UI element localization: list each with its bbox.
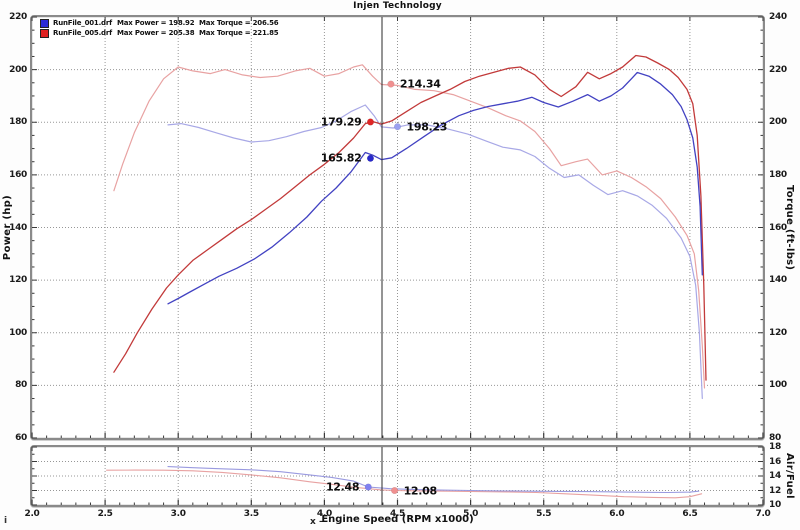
curve-af_005 [106, 469, 703, 499]
curve-af_001 [167, 466, 700, 494]
power-axis-tick-label: 140 [9, 222, 27, 233]
marker-dot [387, 80, 395, 88]
legend: RunFile_001.drf Max Power = 198.92 Max Tor… [40, 18, 279, 38]
x-axis-tick-label: 4.0 [316, 509, 332, 519]
af-axis-tick-label: 14 [769, 471, 781, 481]
power-axis-tick-label: 180 [9, 117, 27, 128]
af-axis-tick-label: 10 [769, 500, 781, 510]
torque-axis-tick-label: 140 [769, 275, 787, 286]
curve-torque_005 [113, 64, 706, 389]
power-axis-tick-label: 60 [15, 433, 27, 443]
curve-power_001 [167, 71, 703, 305]
curve-power_005 [113, 54, 707, 381]
torque-axis-tick-label: 220 [769, 64, 787, 75]
af-axis-tick-label: 12 [769, 485, 781, 496]
x-axis-tick-label: 5.0 [463, 509, 479, 519]
legend-max-power: Max Power = 198.92 [117, 19, 195, 27]
x-axis-tick-label: 2.5 [97, 509, 113, 519]
x-axis-tick-label: 6.5 [682, 509, 698, 519]
readout-label: 179.29 [320, 115, 362, 129]
page-title: Injen Technology [353, 1, 442, 11]
af-axis-tick-label: 18 [769, 442, 781, 452]
marker-dot [366, 154, 375, 162]
readout-label: 214.34 [399, 77, 441, 91]
readout-label: 12.48 [325, 480, 360, 494]
x-axis-tick-label: 3.5 [243, 509, 259, 519]
legend-run-name: RunFile_001.drf [53, 19, 112, 27]
power-axis-tick-label: 160 [9, 169, 27, 180]
legend-color-swatch [40, 28, 49, 38]
legend-run-name: RunFile_005.drf [53, 29, 112, 37]
torque-axis-tick-label: 240 [769, 12, 787, 22]
legend-max-power: Max Power = 205.38 [117, 29, 195, 37]
readout-label: 198.23 [406, 120, 448, 134]
power-axis-tick-label: 120 [9, 275, 27, 286]
readout-label: 12.08 [403, 484, 438, 497]
legend-max-torque: Max Torque = 221.85 [199, 29, 279, 37]
power-axis-tick-label: 220 [9, 12, 27, 22]
torque-axis-tick-label: 120 [769, 327, 787, 338]
x-axis-tick-label: 6.0 [609, 509, 625, 519]
x-axis-tick-label: 4.5 [389, 509, 406, 519]
main-plot-svg [31, 16, 764, 439]
torque-axis-tick-label: 200 [769, 117, 787, 128]
legend-row: RunFile_001.drf Max Power = 198.92 Max Tor… [40, 18, 279, 28]
marker-dot [393, 123, 402, 131]
torque-axis-tick-label: 80 [769, 433, 781, 443]
x-axis-tick-label: 7.0 [755, 509, 771, 519]
marker-dot [391, 486, 399, 495]
legend-row: RunFile_005.drf Max Power = 205.38 Max Tor… [40, 28, 279, 38]
readout-label: 165.82 [320, 151, 362, 165]
x-axis-tick-label: 2.0 [24, 509, 40, 519]
marker-dot [364, 483, 372, 491]
torque-axis-tick-label: 180 [769, 169, 787, 180]
info-glyph: i [4, 516, 8, 526]
x-axis-title: Engine Speed (RPM x1000) [321, 514, 474, 525]
legend-max-torque: Max Torque = 206.56 [199, 19, 279, 27]
x-axis-tick-label: 3.0 [170, 509, 186, 519]
af-axis-tick-label: 16 [769, 456, 781, 467]
power-axis-tick-label: 80 [15, 380, 27, 391]
torque-axis-tick-label: 100 [769, 380, 787, 391]
torque-axis-title: Torque (ft-lbs) [784, 184, 795, 271]
torque-axis-tick-label: 160 [769, 222, 787, 233]
af-plot-svg [31, 446, 764, 506]
legend-color-swatch [40, 18, 49, 28]
power-axis-tick-label: 200 [9, 64, 27, 75]
curve-torque_001 [167, 104, 703, 400]
x-axis-tick-label: 5.5 [536, 509, 552, 519]
marker-dot [366, 118, 375, 126]
power-axis-tick-label: 100 [9, 327, 27, 338]
af-axis-title: Air/Fuel [784, 453, 795, 499]
x-axis-title-prefix: x – [310, 517, 324, 527]
